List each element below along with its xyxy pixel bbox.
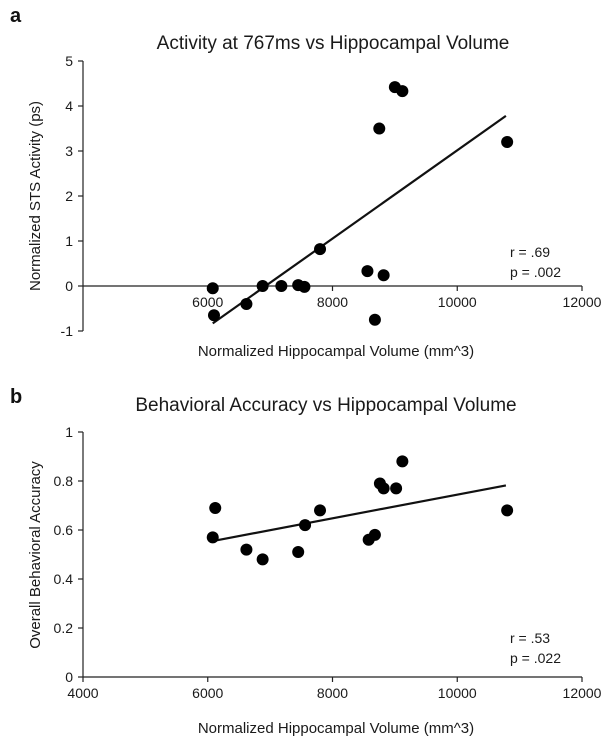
data-point bbox=[396, 455, 409, 468]
x-tick-label: 12000 bbox=[563, 294, 602, 310]
y-axis-label-a: Normalized STS Activity (ps) bbox=[27, 101, 44, 291]
y-tick-label: 0.6 bbox=[54, 522, 74, 538]
x-axis-label-a: Normalized Hippocampal Volume (mm^3) bbox=[198, 343, 474, 360]
y-tick-label: 4 bbox=[65, 98, 73, 114]
y-tick-label: 0.4 bbox=[54, 571, 74, 587]
panel-a: a Activity at 767ms vs Hippocampal Volum… bbox=[10, 5, 602, 360]
panel-b: b Behavioral Accuracy vs Hippocampal Vol… bbox=[10, 386, 602, 737]
y-tick-label: 0.8 bbox=[54, 473, 74, 489]
data-point bbox=[314, 504, 327, 517]
points-b bbox=[206, 455, 514, 566]
trendline-a bbox=[212, 115, 507, 325]
trendline-a bbox=[212, 115, 507, 325]
data-point bbox=[368, 313, 381, 326]
data-point bbox=[501, 504, 514, 517]
stat-p-a: p = .002 bbox=[510, 264, 561, 280]
data-point bbox=[390, 482, 403, 495]
data-point bbox=[361, 265, 374, 278]
x-tick-label: 10000 bbox=[438, 685, 477, 701]
data-point bbox=[206, 531, 219, 544]
data-point bbox=[209, 501, 222, 514]
y-tick-label: 0 bbox=[65, 669, 73, 685]
y-axis-label-b: Overall Behavioral Accuracy bbox=[27, 461, 44, 649]
x-tick-label: 12000 bbox=[563, 685, 602, 701]
y-ticks-a: -1 0 1 2 3 4 5 bbox=[61, 53, 83, 339]
data-point bbox=[275, 280, 288, 292]
chart-title-b: Behavioral Accuracy vs Hippocampal Volum… bbox=[135, 395, 516, 416]
data-point bbox=[368, 528, 381, 541]
data-point bbox=[314, 243, 327, 256]
axes-a bbox=[82, 61, 582, 331]
data-point bbox=[256, 280, 269, 292]
data-point bbox=[240, 298, 253, 310]
y-tick-label: 0.2 bbox=[54, 620, 74, 636]
data-point bbox=[377, 482, 390, 495]
data-point bbox=[256, 553, 269, 566]
points-a bbox=[206, 81, 514, 326]
x-ticks-a: 6000 8000 10000 12000 bbox=[192, 286, 602, 310]
y-ticks-b: 0 0.2 0.4 0.6 0.8 1 bbox=[54, 424, 83, 685]
panel-letter-a: a bbox=[10, 5, 22, 27]
y-tick-label: 1 bbox=[65, 424, 73, 440]
y-tick-label: 0 bbox=[65, 278, 73, 294]
x-tick-label: 4000 bbox=[67, 685, 98, 701]
panel-letter-b: b bbox=[10, 386, 22, 408]
stat-p-b: p = .022 bbox=[510, 650, 561, 666]
data-point bbox=[377, 269, 390, 282]
data-point bbox=[298, 280, 311, 293]
x-tick-label: 6000 bbox=[192, 294, 223, 310]
stat-r-a: r = .69 bbox=[510, 244, 550, 260]
data-point bbox=[501, 136, 514, 148]
y-tick-label: 5 bbox=[65, 53, 73, 69]
data-point bbox=[373, 122, 386, 135]
axes-b bbox=[82, 432, 582, 678]
data-point bbox=[299, 519, 312, 532]
x-tick-label: 6000 bbox=[192, 685, 223, 701]
data-point bbox=[396, 85, 409, 98]
x-ticks-b: 4000 6000 8000 10000 12000 bbox=[67, 677, 602, 701]
x-tick-label: 8000 bbox=[317, 685, 348, 701]
y-tick-label: 3 bbox=[65, 143, 73, 159]
trendline-b bbox=[212, 484, 507, 543]
stat-r-b: r = .53 bbox=[510, 630, 550, 646]
y-tick-label: 1 bbox=[65, 233, 73, 249]
data-point bbox=[292, 546, 305, 559]
x-axis-label-b: Normalized Hippocampal Volume (mm^3) bbox=[198, 720, 474, 737]
y-tick-label: 2 bbox=[65, 188, 73, 204]
chart-title-a: Activity at 767ms vs Hippocampal Volume bbox=[157, 33, 510, 54]
data-point bbox=[207, 309, 220, 322]
x-tick-label: 10000 bbox=[438, 294, 477, 310]
y-tick-label: -1 bbox=[61, 323, 74, 339]
x-tick-label: 8000 bbox=[317, 294, 348, 310]
trendline-b bbox=[212, 484, 507, 543]
data-point bbox=[240, 543, 253, 556]
data-point bbox=[206, 282, 219, 295]
